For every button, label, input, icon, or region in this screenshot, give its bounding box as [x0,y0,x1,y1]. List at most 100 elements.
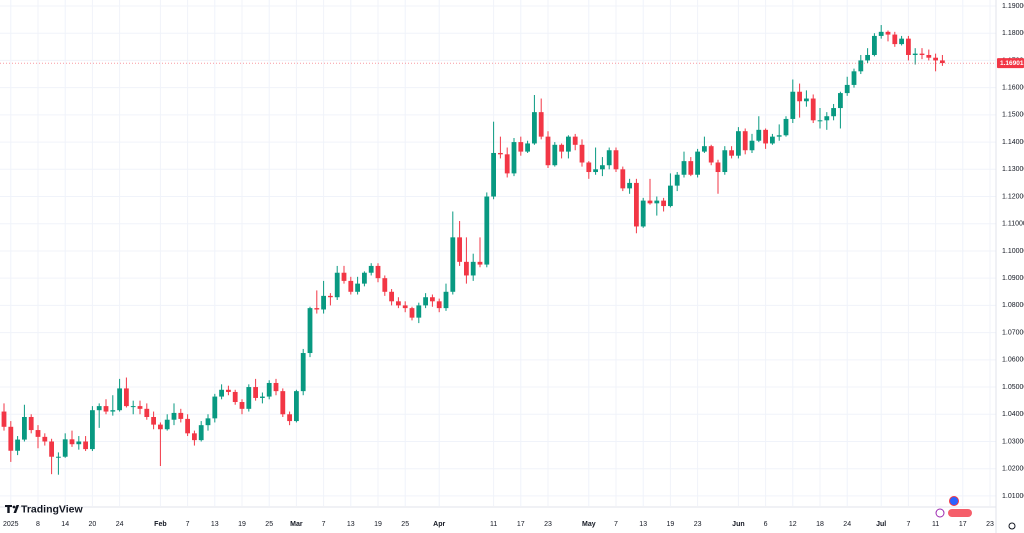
candle-body [389,291,394,302]
x-tick-label: Jul [876,521,886,528]
candle-body [647,200,653,204]
x-tick-label: 23 [544,521,552,528]
candle-body [579,144,585,163]
candle-body [586,162,592,173]
candle-body [62,439,68,457]
x-tick-label: 7 [322,521,326,528]
candle-body [742,131,748,151]
candle-body [341,272,347,281]
y-tick-label: 1.05000 [1002,384,1024,391]
x-tick-label: 24 [116,521,124,528]
candle-body [831,108,836,117]
candle-body [266,382,272,397]
candle-body [219,389,224,397]
candle-body [695,151,700,175]
candle-body [511,142,517,174]
candle-body [912,53,918,55]
candle-body [763,129,768,144]
candle-body [498,152,503,155]
candle-body [926,54,932,58]
candle-body [164,419,170,430]
x-tick-label: 14 [61,521,69,528]
x-tick-label: Mar [290,521,303,528]
candle-body [402,305,408,309]
candle-body [708,146,714,163]
x-tick-label: 23 [694,521,702,528]
candle-body [865,54,870,61]
candle-body [273,382,279,392]
x-tick-label: 25 [265,521,273,528]
candle-body [294,391,299,422]
candle-body [749,140,755,151]
x-tick-label: 24 [843,521,851,528]
candle-body [321,295,326,310]
candle-body [280,391,286,415]
y-tick-label: 1.02000 [1002,466,1024,473]
y-tick-label: 1.16000 [1002,84,1024,91]
candle-body [49,441,54,457]
candle-body [838,93,843,109]
event-icon [949,496,959,506]
candle-body [532,112,537,144]
y-tick-label: 1.08000 [1002,302,1024,309]
candle-body [28,416,34,431]
candle-body [151,416,156,425]
candle-body [178,412,184,419]
candle-body [144,408,150,417]
y-tick-label: 1.12000 [1002,193,1024,200]
axis-labels: 1.01000 1.02000 1.03000 1.04000 1.05000 1.060… [3,3,1024,528]
candle-body [96,406,102,411]
candle-body [736,131,741,156]
candle-body [117,388,122,411]
candle-body [661,200,666,207]
brand-name: TradingView [21,503,83,515]
candle-body [545,136,551,166]
x-tick-label: 7 [906,521,910,528]
candle-body [409,308,415,318]
candle-body [613,150,619,170]
event-icon [948,509,972,517]
y-tick-label: 1.01000 [1002,493,1024,500]
x-tick-label: 19 [238,521,246,528]
candle-body [246,387,252,409]
candle-body [423,297,428,306]
candle-body [232,391,238,403]
candle-body [83,441,88,450]
candle-body [185,418,190,434]
candle-body [722,150,728,173]
candle-body [348,280,354,292]
candle-body [899,38,904,45]
candle-body [457,237,462,262]
x-tick-label: 11 [490,521,497,528]
candle-body [552,144,558,166]
candle-body [858,60,864,72]
candle-body [559,144,564,152]
candle-body [396,301,401,306]
candle-body [470,261,476,276]
event-icon [935,508,945,518]
candle-body [906,38,911,55]
x-tick-label: 6 [764,521,768,528]
candle-body [770,136,775,144]
settings-icon[interactable] [1008,522,1016,530]
candle-body [892,34,898,45]
candle-body [464,261,469,276]
logo-dot [12,505,16,509]
candle-body [124,388,129,407]
x-tick-label: 7 [186,521,190,528]
candle-body [430,297,435,302]
x-tick-label: 25 [401,521,409,528]
y-tick-label: 1.15000 [1002,112,1024,119]
y-tick-label: 1.13000 [1002,166,1024,173]
y-tick-label: 1.10000 [1002,248,1024,255]
candle-body [627,182,632,189]
candle-body [593,169,598,173]
x-tick-label: Apr [433,521,445,528]
y-tick-label: 1.19000 [1002,3,1024,10]
candle-body [477,261,483,265]
candle-body [756,129,762,141]
candle-body [22,416,27,440]
candle-body [504,154,510,174]
candle-body [600,165,605,170]
